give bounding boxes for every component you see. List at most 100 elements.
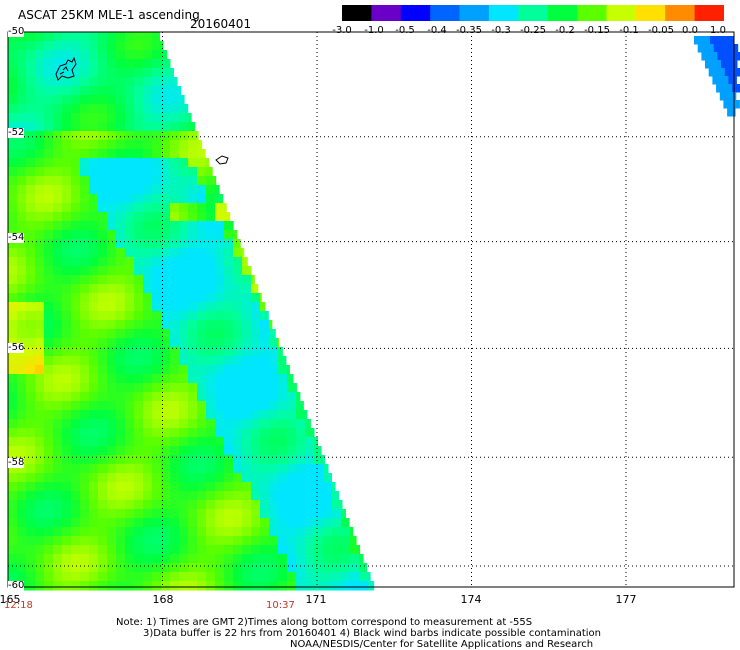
swath-cell bbox=[134, 455, 144, 465]
swath-cell bbox=[116, 446, 126, 456]
swath-cell bbox=[206, 473, 216, 483]
swath-cell bbox=[179, 149, 189, 159]
swath-cell bbox=[116, 356, 126, 366]
swath-cell bbox=[233, 374, 243, 384]
swath-cell bbox=[215, 491, 225, 501]
swath-cell bbox=[26, 158, 36, 168]
swath-cell bbox=[242, 572, 252, 582]
island-outline bbox=[59, 66, 69, 75]
swath-cell bbox=[215, 221, 225, 231]
swath-cell bbox=[269, 473, 279, 483]
swath-cell bbox=[233, 455, 243, 465]
swath-cell bbox=[341, 518, 350, 528]
swath-cell bbox=[152, 104, 162, 114]
swath-cell bbox=[152, 257, 162, 267]
swath-cell bbox=[170, 356, 180, 366]
swath-cell bbox=[89, 392, 99, 402]
swath-cell bbox=[179, 554, 189, 564]
swath-cell bbox=[206, 266, 216, 276]
swath-cell bbox=[116, 311, 126, 321]
swath-cell bbox=[269, 374, 279, 384]
swath-cell bbox=[116, 293, 126, 303]
swath-cell bbox=[53, 320, 63, 330]
swath-cell bbox=[161, 464, 171, 474]
swath-cell bbox=[62, 203, 72, 213]
swath-cell bbox=[179, 383, 189, 393]
swath-cell bbox=[188, 545, 198, 555]
swath-cell bbox=[80, 338, 90, 348]
swath-cell bbox=[107, 248, 117, 258]
swath-cell bbox=[323, 482, 333, 492]
swath-cell bbox=[44, 401, 54, 411]
swath-cell bbox=[35, 428, 45, 438]
swath-cell bbox=[107, 194, 117, 204]
swath-cell bbox=[125, 374, 135, 384]
swath-cell bbox=[35, 374, 45, 384]
swath-cell bbox=[233, 365, 243, 375]
swath-cell bbox=[242, 383, 252, 393]
swath-cell bbox=[242, 329, 252, 339]
swath-cell bbox=[53, 221, 63, 231]
swath-cell bbox=[62, 374, 72, 384]
swath-cell bbox=[179, 122, 189, 132]
swath-cell bbox=[17, 293, 27, 303]
swath-cell bbox=[260, 509, 270, 519]
swath-cell bbox=[107, 491, 117, 501]
swath-cell bbox=[314, 437, 318, 447]
swath-cell bbox=[269, 518, 279, 528]
swath-cell bbox=[242, 320, 252, 330]
swath-cell bbox=[206, 302, 216, 312]
swath-cell bbox=[98, 392, 108, 402]
swath-cell bbox=[71, 383, 81, 393]
swath-cell bbox=[53, 95, 63, 105]
swath-cell bbox=[143, 401, 153, 411]
swath-cell bbox=[26, 59, 36, 69]
swath-cell bbox=[89, 185, 99, 195]
swath-cell bbox=[188, 149, 198, 159]
swath-cell bbox=[44, 221, 54, 231]
swath-cell bbox=[53, 500, 63, 510]
swath-cell bbox=[8, 221, 18, 231]
swath-cell bbox=[89, 518, 99, 528]
swath-cell bbox=[179, 311, 189, 321]
swath-cell bbox=[206, 554, 216, 564]
swath-cell bbox=[44, 131, 54, 141]
swath-cell bbox=[215, 239, 225, 249]
swath-cell bbox=[152, 194, 162, 204]
swath-cell bbox=[269, 338, 279, 348]
swath-cell bbox=[44, 77, 54, 87]
swath-cell bbox=[62, 95, 72, 105]
swath-cell bbox=[269, 527, 279, 537]
swath-cell bbox=[89, 572, 99, 582]
swath-cell bbox=[697, 44, 707, 53]
swath-cell bbox=[206, 320, 216, 330]
swath-cell bbox=[44, 581, 54, 591]
swath-cell bbox=[62, 500, 72, 510]
swath-cell bbox=[143, 482, 153, 492]
swath-cell bbox=[89, 176, 99, 186]
swath-cell bbox=[44, 428, 54, 438]
swath-cell bbox=[206, 365, 216, 375]
swath-cell bbox=[53, 347, 63, 357]
swath-cell bbox=[702, 36, 711, 45]
swath-cell bbox=[44, 536, 54, 546]
swath-cell bbox=[8, 104, 18, 114]
swath-cell bbox=[215, 329, 225, 339]
swath-cell bbox=[80, 302, 90, 312]
swath-cell bbox=[62, 185, 72, 195]
swath-cell bbox=[80, 185, 90, 195]
swath-cell bbox=[134, 266, 144, 276]
swath-cell bbox=[89, 455, 99, 465]
swath-cell bbox=[188, 473, 198, 483]
swath-cell bbox=[215, 284, 225, 294]
swath-cell bbox=[206, 563, 216, 573]
swath-cell bbox=[62, 176, 72, 186]
swath-cell bbox=[26, 554, 36, 564]
swath-cell bbox=[80, 581, 90, 591]
swath-cell bbox=[143, 104, 153, 114]
swath-cell bbox=[116, 572, 126, 582]
swath-cell bbox=[188, 158, 198, 168]
swath-cell bbox=[8, 50, 18, 60]
swath-cell bbox=[116, 95, 126, 105]
swath-cell bbox=[188, 419, 198, 429]
